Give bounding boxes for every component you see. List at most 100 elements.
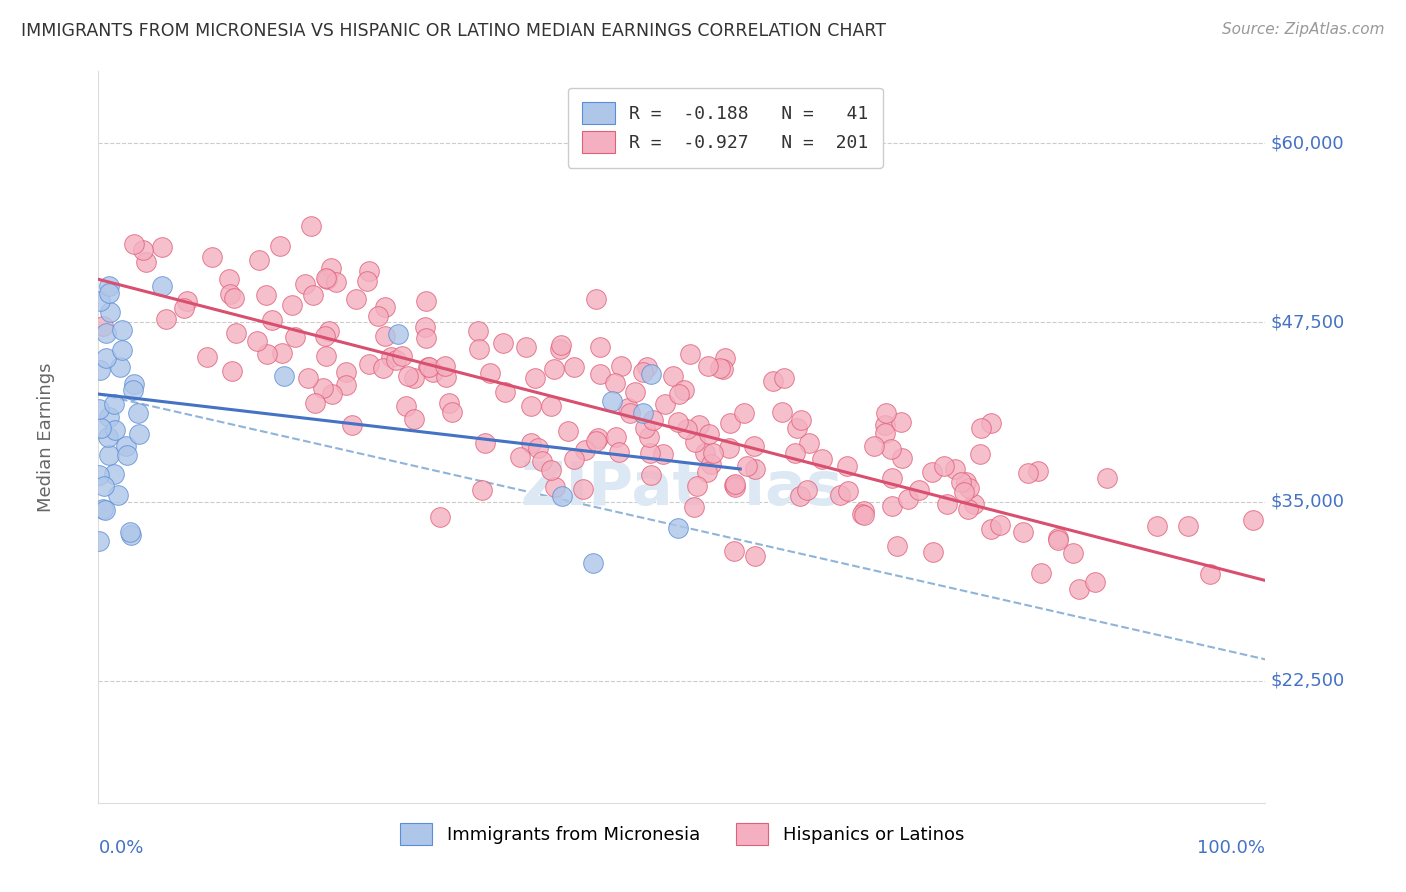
Point [990,517,1012,532]
Point [97,430,120,444]
Point [218,272,240,286]
Point [922,545,945,559]
Point [284,330,307,344]
Point [744,549,766,564]
Point [315,329,337,343]
Point [571,482,593,496]
Point [688,418,710,433]
Point [478,366,501,380]
Point [957,481,980,495]
Point [247,252,270,267]
Point [1046,531,1069,545]
Point [702,446,724,460]
Point [429,510,451,524]
Text: 0.0%: 0.0% [98,839,143,857]
Point [321,387,343,401]
Point [1067,582,1090,596]
Point [640,446,662,460]
Point [880,442,903,456]
Point [682,500,704,514]
Text: Median Earnings: Median Earnings [37,362,55,512]
Point [344,292,367,306]
Point [950,475,973,490]
Point [335,378,357,392]
Point [441,405,464,419]
Point [652,447,675,461]
Point [107,488,129,502]
Point [770,405,793,419]
Point [155,311,177,326]
Point [127,406,149,420]
Point [711,362,734,376]
Point [195,350,218,364]
Point [619,406,641,420]
Point [98,305,121,319]
Point [723,478,745,492]
Point [880,499,903,513]
Point [668,386,690,401]
Point [636,359,658,374]
Point [610,359,633,373]
Point [98,409,121,424]
Point [492,336,515,351]
Point [415,331,437,345]
Point [520,436,543,450]
Point [218,286,240,301]
Point [638,430,661,444]
Point [357,264,380,278]
Point [87,402,110,417]
Point [796,483,818,498]
Point [103,397,125,411]
Point [932,459,955,474]
Point [111,323,134,337]
Point [281,298,304,312]
Point [1047,533,1070,548]
Point [439,396,461,410]
Point [550,338,572,352]
Point [422,365,444,379]
Point [415,294,437,309]
Point [696,359,718,373]
Point [953,484,976,499]
Point [98,448,121,462]
Point [124,377,146,392]
Point [679,347,702,361]
Point [737,458,759,473]
Point [531,454,554,468]
Point [835,459,858,474]
Point [742,439,765,453]
Text: Source: ZipAtlas.com: Source: ZipAtlas.com [1222,22,1385,37]
Point [544,480,567,494]
Point [108,359,131,374]
Point [371,361,394,376]
Text: 100.0%: 100.0% [1198,839,1265,857]
Point [589,340,612,354]
Text: $35,000: $35,000 [1270,492,1344,510]
Point [128,426,150,441]
Point [404,411,426,425]
Point [467,324,489,338]
Point [723,544,745,558]
Point [1198,566,1220,581]
Point [120,528,142,542]
Point [1177,519,1199,533]
Point [374,329,396,343]
Point [969,447,991,461]
Point [254,288,277,302]
Point [724,480,747,494]
Point [494,384,516,399]
Point [714,351,737,366]
Point [418,360,440,375]
Point [1095,470,1118,484]
Point [980,416,1002,430]
Point [89,293,111,308]
Point [474,436,496,450]
Point [562,452,585,467]
Point [718,441,741,455]
Point [700,457,723,471]
Point [335,365,357,379]
Point [661,368,683,383]
Point [269,238,291,252]
Point [875,417,897,432]
Point [699,427,721,442]
